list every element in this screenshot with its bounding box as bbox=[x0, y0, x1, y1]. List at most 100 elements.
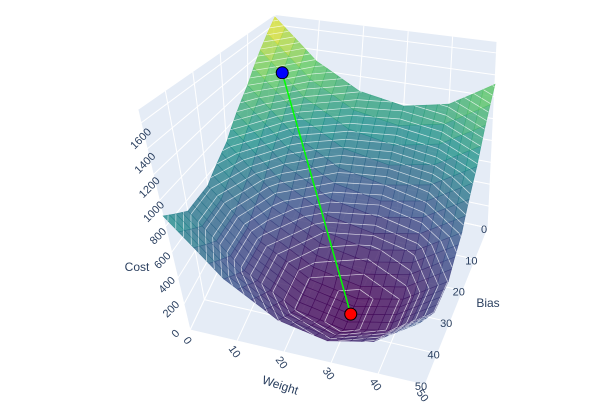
contour-line bbox=[284, 161, 300, 165]
contour-line bbox=[303, 118, 312, 120]
contour-line bbox=[367, 258, 373, 263]
contour-line bbox=[344, 335, 359, 338]
contour-line bbox=[416, 284, 421, 293]
contour-line bbox=[230, 142, 243, 147]
contour-line bbox=[442, 160, 446, 164]
tick-label: 20 bbox=[273, 354, 290, 371]
contour-line bbox=[327, 211, 341, 214]
contour-line bbox=[293, 207, 302, 210]
contour-line bbox=[262, 246, 267, 254]
contour-line bbox=[454, 168, 462, 174]
contour-line bbox=[431, 292, 436, 301]
contour-line bbox=[293, 187, 307, 191]
contour-line bbox=[331, 92, 346, 95]
contour-line bbox=[364, 165, 377, 168]
contour-line bbox=[385, 229, 395, 234]
contour-line bbox=[398, 144, 405, 148]
contour-line bbox=[459, 195, 465, 202]
contour-line bbox=[332, 138, 346, 141]
contour-line bbox=[306, 73, 312, 76]
contour-line bbox=[335, 232, 349, 235]
surface-patch bbox=[478, 83, 496, 111]
contour-line bbox=[243, 91, 254, 95]
contour-line bbox=[268, 122, 282, 128]
contour-line bbox=[362, 224, 376, 226]
contour-line bbox=[427, 300, 432, 309]
contour-line bbox=[416, 141, 426, 145]
contour-line bbox=[209, 215, 216, 224]
contour-line bbox=[280, 221, 293, 228]
contour-line bbox=[265, 292, 271, 303]
contour-line bbox=[238, 245, 243, 253]
contour-line bbox=[273, 87, 278, 89]
contour-line bbox=[263, 159, 270, 163]
contour-line bbox=[400, 163, 405, 166]
contour-line bbox=[290, 90, 299, 93]
contour-line bbox=[403, 303, 408, 312]
contour-line bbox=[276, 190, 292, 194]
contour-line bbox=[274, 51, 285, 54]
contour-line bbox=[457, 218, 464, 226]
contour-line bbox=[294, 134, 307, 136]
contour-line bbox=[240, 287, 245, 295]
contour-line bbox=[376, 116, 389, 119]
contour-line bbox=[262, 302, 267, 310]
surface bbox=[162, 16, 496, 342]
contour-line bbox=[243, 275, 248, 286]
contour-line bbox=[369, 298, 374, 307]
contour-line bbox=[422, 296, 427, 305]
contour-line bbox=[412, 300, 417, 309]
contour-line bbox=[391, 151, 403, 156]
contour-line bbox=[359, 131, 373, 134]
contour-line bbox=[340, 212, 353, 214]
contour-line bbox=[220, 260, 222, 269]
contour-line bbox=[320, 182, 334, 186]
contour-line bbox=[426, 202, 436, 211]
contour-line bbox=[311, 247, 320, 252]
contour-line bbox=[245, 252, 250, 261]
contour-line bbox=[288, 197, 304, 201]
contour-line bbox=[325, 221, 339, 224]
contour-line bbox=[257, 54, 265, 57]
contour-line bbox=[212, 195, 218, 203]
contour-line bbox=[323, 132, 335, 134]
contour-line bbox=[415, 311, 420, 320]
contour-line bbox=[414, 255, 418, 261]
tick-label: 10 bbox=[465, 255, 477, 267]
contour-line bbox=[382, 287, 393, 295]
contour-line bbox=[413, 158, 425, 163]
contour-line bbox=[200, 194, 206, 202]
contour-line bbox=[380, 100, 392, 103]
contour-line bbox=[452, 157, 457, 161]
contour-line bbox=[310, 325, 321, 333]
contour-line bbox=[420, 270, 426, 280]
contour-line bbox=[207, 202, 213, 210]
contour-line bbox=[267, 219, 270, 221]
contour-line bbox=[324, 335, 331, 340]
contour-line bbox=[445, 162, 456, 170]
contour-line bbox=[411, 273, 417, 284]
contour-line bbox=[298, 88, 307, 91]
contour-line bbox=[297, 216, 305, 220]
contour-line bbox=[443, 171, 452, 177]
contour-line bbox=[275, 139, 281, 142]
contour-line bbox=[214, 209, 220, 217]
contour-line bbox=[212, 230, 218, 238]
contour-line bbox=[256, 67, 270, 71]
contour-line bbox=[370, 157, 379, 160]
contour-line bbox=[466, 166, 471, 170]
contour-line bbox=[332, 245, 346, 247]
contour-line bbox=[377, 214, 383, 218]
contour-line bbox=[205, 188, 211, 196]
contour-line bbox=[290, 277, 296, 286]
contour-line bbox=[259, 220, 268, 226]
contour-line bbox=[440, 240, 445, 251]
contour-line bbox=[283, 30, 289, 33]
contour-line bbox=[409, 319, 416, 323]
contour-line bbox=[418, 304, 423, 313]
contour-line bbox=[424, 254, 427, 258]
contour-line bbox=[322, 86, 335, 89]
contour-line bbox=[313, 156, 325, 160]
contour-line bbox=[433, 304, 438, 313]
contour-line bbox=[371, 332, 386, 336]
